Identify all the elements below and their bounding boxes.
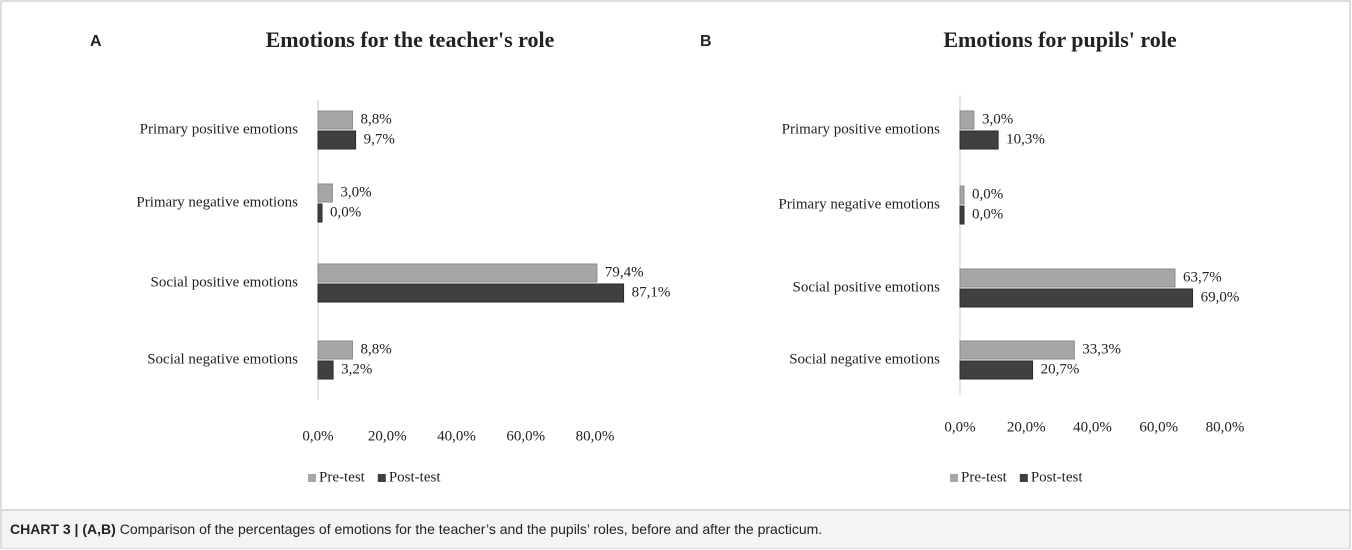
legend-swatch bbox=[950, 474, 958, 482]
value-label: 69,0% bbox=[1201, 289, 1240, 305]
chart-title: Emotions for pupils' role bbox=[943, 27, 1177, 52]
bar bbox=[317, 110, 353, 130]
bar bbox=[317, 283, 625, 303]
value-label: 0,0% bbox=[972, 186, 1003, 202]
category-label: Social positive emotions bbox=[793, 279, 941, 295]
caption: CHART 3 | (A,B) Comparison of the percen… bbox=[10, 521, 822, 537]
x-tick-label: 20,0% bbox=[1007, 419, 1046, 435]
value-label: 20,7% bbox=[1041, 361, 1080, 377]
caption-band bbox=[2, 510, 1349, 548]
bar bbox=[317, 183, 333, 203]
x-tick-label: 0,0% bbox=[302, 428, 333, 444]
panel-label: A bbox=[90, 33, 102, 50]
value-label: 3,2% bbox=[341, 361, 372, 377]
chart-title: Emotions for the teacher's role bbox=[266, 27, 555, 52]
bar bbox=[959, 288, 1194, 308]
legend-swatch bbox=[308, 474, 316, 482]
caption-label: CHART 3 | (A,B) bbox=[10, 521, 116, 537]
bar bbox=[317, 130, 357, 150]
legend-swatch bbox=[377, 474, 386, 482]
bar bbox=[959, 340, 1075, 360]
category-label: Primary positive emotions bbox=[782, 121, 940, 137]
legend-label: Post-test bbox=[389, 469, 442, 485]
category-label: Primary negative emotions bbox=[778, 196, 940, 212]
bar bbox=[959, 205, 965, 225]
bar bbox=[317, 203, 323, 223]
x-tick-label: 0,0% bbox=[944, 419, 975, 435]
value-label: 33,3% bbox=[1082, 341, 1121, 357]
value-label: 0,0% bbox=[330, 204, 361, 220]
caption-text: Comparison of the percentages of emotion… bbox=[116, 521, 822, 537]
legend-swatch bbox=[1019, 474, 1028, 482]
value-label: 87,1% bbox=[632, 284, 671, 300]
x-tick-label: 40,0% bbox=[437, 428, 476, 444]
value-label: 8,8% bbox=[360, 111, 391, 127]
category-label: Social negative emotions bbox=[789, 351, 940, 367]
value-label: 9,7% bbox=[364, 131, 395, 147]
x-tick-label: 60,0% bbox=[1139, 419, 1178, 435]
x-tick-label: 20,0% bbox=[368, 428, 407, 444]
category-label: Social positive emotions bbox=[151, 274, 299, 290]
x-tick-label: 40,0% bbox=[1073, 419, 1112, 435]
x-tick-label: 80,0% bbox=[1206, 419, 1245, 435]
panel-label: B bbox=[700, 33, 712, 50]
legend-label: Pre-test bbox=[961, 469, 1008, 485]
bar bbox=[959, 360, 1034, 380]
value-label: 3,0% bbox=[340, 184, 371, 200]
bar bbox=[959, 268, 1176, 288]
value-label: 0,0% bbox=[972, 206, 1003, 222]
legend-label: Post-test bbox=[1031, 469, 1084, 485]
x-tick-label: 60,0% bbox=[506, 428, 545, 444]
category-label: Primary negative emotions bbox=[136, 194, 298, 210]
value-label: 3,0% bbox=[982, 111, 1013, 127]
value-label: 79,4% bbox=[605, 264, 644, 280]
bar bbox=[959, 110, 975, 130]
bar bbox=[959, 130, 999, 150]
bar bbox=[317, 263, 598, 283]
value-label: 63,7% bbox=[1183, 269, 1222, 285]
bar bbox=[959, 185, 965, 205]
category-label: Primary positive emotions bbox=[140, 121, 298, 137]
value-label: 8,8% bbox=[360, 341, 391, 357]
bar bbox=[317, 340, 353, 360]
category-label: Social negative emotions bbox=[147, 351, 298, 367]
value-label: 10,3% bbox=[1006, 131, 1045, 147]
x-tick-label: 80,0% bbox=[576, 428, 615, 444]
bar bbox=[317, 360, 334, 380]
legend-label: Pre-test bbox=[319, 469, 366, 485]
